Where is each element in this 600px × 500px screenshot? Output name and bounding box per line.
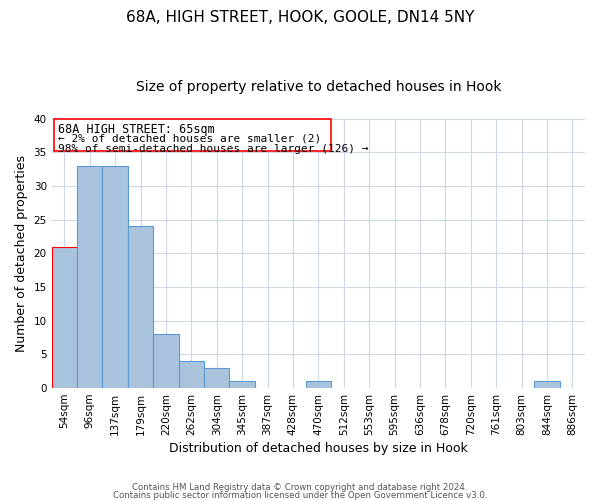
Text: 68A, HIGH STREET, HOOK, GOOLE, DN14 5NY: 68A, HIGH STREET, HOOK, GOOLE, DN14 5NY [126, 10, 474, 25]
Bar [128, 226, 153, 388]
Bar [103, 166, 128, 388]
Bar [534, 382, 560, 388]
Text: ← 2% of detached houses are smaller (2): ← 2% of detached houses are smaller (2) [58, 134, 321, 143]
Bar [179, 361, 204, 388]
Text: 68A HIGH STREET: 65sqm: 68A HIGH STREET: 65sqm [58, 124, 215, 136]
Text: 98% of semi-detached houses are larger (126) →: 98% of semi-detached houses are larger (… [58, 144, 368, 154]
Bar [52, 246, 77, 388]
Title: Size of property relative to detached houses in Hook: Size of property relative to detached ho… [136, 80, 501, 94]
Text: Contains HM Land Registry data © Crown copyright and database right 2024.: Contains HM Land Registry data © Crown c… [132, 484, 468, 492]
Text: Contains public sector information licensed under the Open Government Licence v3: Contains public sector information licen… [113, 490, 487, 500]
Bar [305, 382, 331, 388]
Bar [77, 166, 103, 388]
Bar [153, 334, 179, 388]
Bar [229, 382, 255, 388]
Bar [204, 368, 229, 388]
X-axis label: Distribution of detached houses by size in Hook: Distribution of detached houses by size … [169, 442, 468, 455]
FancyBboxPatch shape [54, 119, 331, 151]
Y-axis label: Number of detached properties: Number of detached properties [15, 155, 28, 352]
